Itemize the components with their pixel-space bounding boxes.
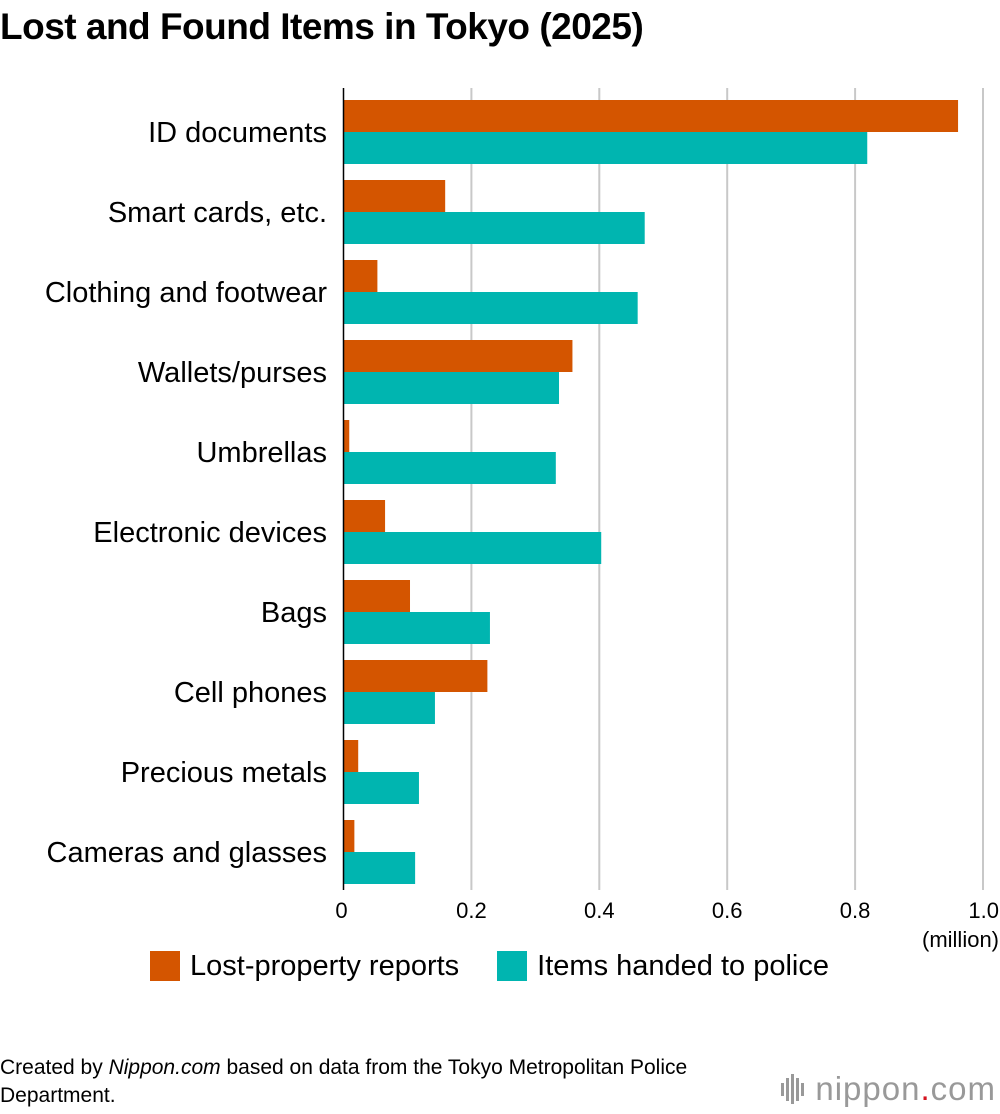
category-label-bags: Bags xyxy=(261,597,327,629)
bar-lost-property-reports-wallets-purses xyxy=(343,340,573,372)
bar-items-handed-to-police-cameras-and-glasses xyxy=(343,852,416,884)
bar-items-handed-to-police-bags xyxy=(343,612,490,644)
brand-name-right: com xyxy=(930,1070,996,1107)
bar-lost-property-reports-smart-cards-etc xyxy=(343,180,446,212)
bar-lost-property-reports-umbrellas xyxy=(343,420,350,452)
x-axis-unit-label: (million) xyxy=(922,927,999,952)
brand-name-left: nippon xyxy=(815,1070,921,1107)
category-label-smart-cards-etc: Smart cards, etc. xyxy=(108,197,327,229)
source-site: Nippon.com xyxy=(108,1056,221,1079)
gridlines xyxy=(470,88,984,890)
category-label-cameras-and-glasses: Cameras and glasses xyxy=(47,837,327,869)
legend-label-lost-property-reports: Lost-property reports xyxy=(190,949,460,982)
brand-logo: nippon. com xyxy=(781,1070,996,1108)
legend-swatch-lost-property-reports xyxy=(150,951,180,981)
category-label-clothing-and-footwear: Clothing and footwear xyxy=(45,277,327,309)
category-labels: ID documents Smart cards, etc. Clothing an… xyxy=(45,117,327,869)
bar-lost-property-reports-cameras-and-glasses xyxy=(343,820,355,852)
legend-label-items-handed-to-police: Items handed to police xyxy=(537,949,829,982)
source-suffix: based on data from the Tokyo Metropolita… xyxy=(0,1056,688,1107)
category-label-id-documents: ID documents xyxy=(148,117,327,149)
bar-chart: ID documents Smart cards, etc. Clothing an… xyxy=(45,88,999,952)
category-label-wallets-purses: Wallets/purses xyxy=(138,357,327,389)
category-label-cell-phones: Cell phones xyxy=(174,677,327,709)
x-tick-label-0: 0 xyxy=(335,898,347,923)
bar-lost-property-reports-id-documents xyxy=(343,100,959,132)
source-prefix: Created by xyxy=(0,1056,109,1079)
bar-lost-property-reports-cell-phones xyxy=(343,660,488,692)
x-axis-ticks: 0 0.2 0.4 0.6 0.8 1.0 xyxy=(335,898,999,923)
bar-items-handed-to-police-precious-metals xyxy=(343,772,419,804)
chart-title: Lost and Found Items in Tokyo (2025) xyxy=(0,6,644,47)
bar-lost-property-reports-precious-metals xyxy=(343,740,359,772)
category-label-precious-metals: Precious metals xyxy=(121,757,327,789)
bar-lost-property-reports-bags xyxy=(343,580,411,612)
x-tick-label-2: 0.4 xyxy=(584,898,615,923)
bar-items-handed-to-police-cell-phones xyxy=(343,692,435,724)
bars xyxy=(343,100,959,884)
legend-item-lost-property-reports: Lost-property reports xyxy=(150,950,459,983)
category-label-umbrellas: Umbrellas xyxy=(196,437,327,469)
brand-dot: . xyxy=(920,1070,931,1107)
x-tick-label-1: 0.2 xyxy=(456,898,487,923)
bar-items-handed-to-police-smart-cards-etc xyxy=(343,212,645,244)
x-tick-label-3: 0.6 xyxy=(712,898,743,923)
bar-items-handed-to-police-id-documents xyxy=(343,132,868,164)
x-tick-label-4: 0.8 xyxy=(840,898,871,923)
bar-items-handed-to-police-wallets-purses xyxy=(343,372,560,404)
legend-item-items-handed-to-police: Items handed to police xyxy=(497,950,829,983)
legend-swatch-items-handed-to-police xyxy=(497,951,528,981)
nippon-bars-icon xyxy=(781,1074,805,1104)
bar-items-handed-to-police-clothing-and-footwear xyxy=(343,292,638,324)
bar-items-handed-to-police-electronic-devices xyxy=(343,532,602,564)
bar-lost-property-reports-electronic-devices xyxy=(343,500,386,532)
category-label-electronic-devices: Electronic devices xyxy=(93,517,327,549)
legend: Lost-property reports Items handed to po… xyxy=(150,948,867,984)
bar-lost-property-reports-clothing-and-footwear xyxy=(343,260,378,292)
x-tick-label-5: 1.0 xyxy=(968,898,999,923)
source-note: Created by Nippon.com based on data from… xyxy=(0,1054,770,1110)
bar-items-handed-to-police-umbrellas xyxy=(343,452,556,484)
